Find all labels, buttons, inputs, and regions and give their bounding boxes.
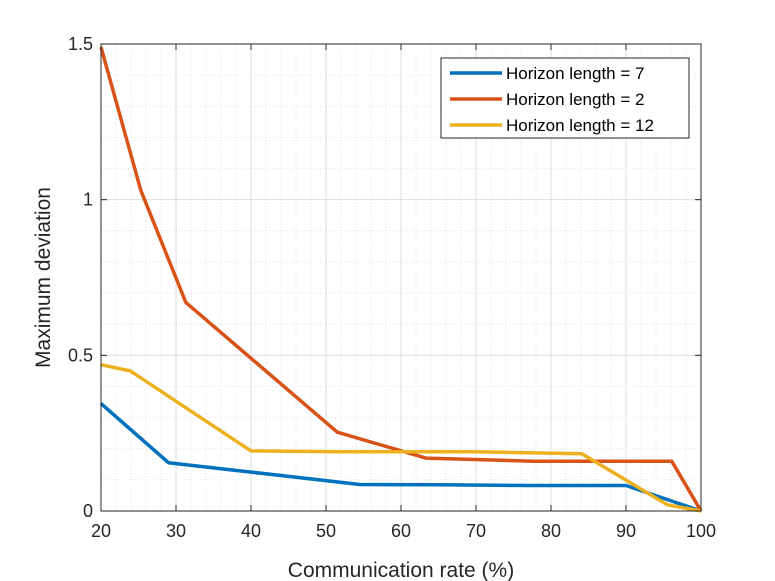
x-tick-label: 100	[686, 521, 716, 541]
x-tick-label: 50	[316, 521, 336, 541]
x-tick-label: 80	[541, 521, 561, 541]
axis-ticks	[100, 43, 702, 512]
y-axis-label: Maximum deviation	[32, 187, 55, 368]
y-tick-label: 1.5	[68, 34, 93, 54]
x-tick-label: 70	[466, 521, 486, 541]
x-tick-label: 60	[391, 521, 411, 541]
x-tick-label: 20	[91, 521, 111, 541]
legend-label-horizon-12: Horizon length = 12	[506, 116, 654, 135]
legend-label-horizon-2: Horizon length = 2	[506, 90, 644, 109]
series-line-0	[99, 402, 702, 513]
series-line-2	[100, 362, 702, 513]
legend: Horizon length = 7 Horizon length = 2 Ho…	[440, 57, 690, 139]
y-tick-labels: 0 0.5 1 1.5	[68, 34, 93, 521]
x-tick-label: 30	[166, 521, 186, 541]
legend-label-horizon-7: Horizon length = 7	[506, 64, 644, 83]
x-axis-label: Communication rate (%)	[288, 559, 514, 581]
y-tick-label: 0	[83, 501, 93, 521]
series-line-1	[99, 46, 703, 512]
x-tick-labels: 20 30 40 50 60 70 80 90 100	[91, 521, 716, 541]
legend-entry-horizon-7: Horizon length = 7	[450, 64, 644, 83]
x-tick-label: 40	[241, 521, 261, 541]
y-tick-label: 0.5	[68, 345, 93, 365]
legend-entry-horizon-2: Horizon length = 2	[450, 90, 644, 109]
series-layer	[99, 46, 703, 513]
legend-entry-horizon-12: Horizon length = 12	[450, 116, 654, 135]
x-tick-label: 90	[616, 521, 636, 541]
y-tick-label: 1	[83, 190, 93, 210]
